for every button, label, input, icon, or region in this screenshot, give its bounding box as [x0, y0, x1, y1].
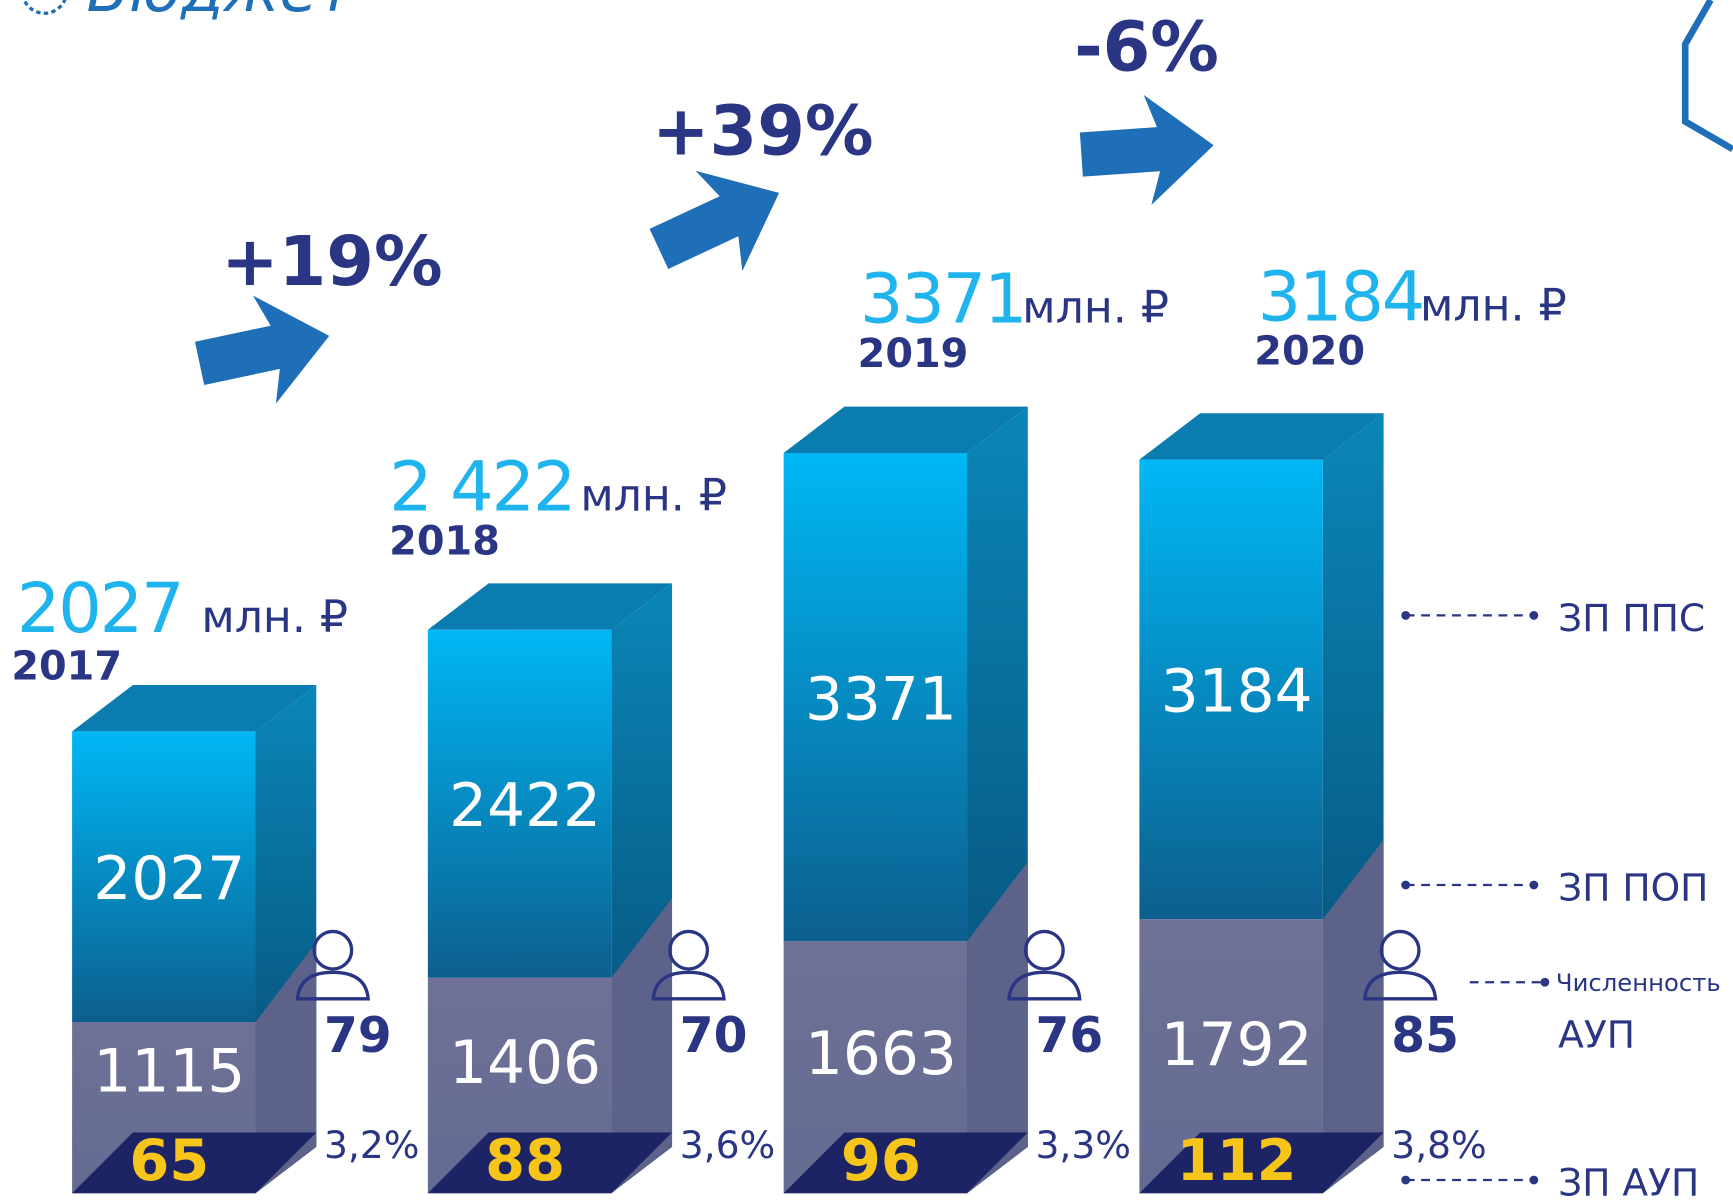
- year: 2020: [1254, 329, 1365, 375]
- change: -6%: [1074, 8, 1219, 88]
- pop-value: 1406: [449, 1029, 601, 1098]
- staff-icon: [668, 929, 710, 971]
- unit: млн. ₽: [1022, 283, 1169, 334]
- aup-value: 96: [841, 1127, 921, 1194]
- legend-label: Численность: [1556, 968, 1721, 997]
- total: 2 422: [389, 447, 574, 527]
- legend-label: ЗП АУП: [1558, 1160, 1699, 1201]
- legend-dot: [1401, 610, 1411, 620]
- pps-value: 3371: [805, 665, 957, 734]
- bar-side-grey: [1322, 839, 1384, 1194]
- staff-icon: [651, 970, 726, 1001]
- staff-icon: [1007, 970, 1082, 1001]
- legend-dot: [1401, 1175, 1411, 1185]
- change-arrow: [1079, 94, 1214, 206]
- legend-dot: [1529, 880, 1539, 890]
- segment-aup: [427, 1132, 673, 1194]
- segment-pps: [427, 629, 612, 978]
- unit: млн. ₽: [1420, 280, 1567, 331]
- bar-top: [783, 406, 1028, 453]
- staff-count: 70: [680, 1008, 748, 1064]
- segment-aup: [1139, 1132, 1384, 1194]
- bar-side-grey: [967, 861, 1028, 1194]
- year: 2019: [858, 331, 969, 377]
- segment-pps: [72, 731, 256, 1023]
- segment-aup: [783, 1132, 1028, 1194]
- staff-icon: [1379, 929, 1421, 971]
- logo: [1681, 0, 1733, 153]
- total: 2027: [17, 569, 183, 649]
- aup-share: 3,2%: [324, 1123, 419, 1167]
- legend-dot: [1529, 1175, 1539, 1185]
- unit: млн. ₽: [201, 592, 348, 643]
- aup-share: 3,8%: [1391, 1123, 1486, 1167]
- aup-share: 3,3%: [1036, 1123, 1131, 1167]
- total: 3371: [860, 260, 1026, 340]
- bar-top: [1139, 413, 1384, 460]
- pps-value: 2027: [93, 845, 245, 914]
- bar-side-grey: [255, 942, 317, 1194]
- legend-dot: [1529, 610, 1539, 620]
- staff-icon: [295, 970, 371, 1001]
- legend-label: АУП: [1558, 1012, 1635, 1056]
- staff-count: 76: [1036, 1008, 1104, 1064]
- aup-share: 3,6%: [680, 1123, 775, 1167]
- segment-aup: [72, 1132, 317, 1194]
- legend-dot: [1540, 977, 1550, 987]
- aup-value: 88: [485, 1127, 565, 1194]
- segment-pps: [1139, 459, 1323, 920]
- title: Бюджет: [86, 0, 355, 26]
- change: +39%: [652, 92, 873, 172]
- aup-value: 112: [1177, 1127, 1297, 1194]
- pps-value: 2422: [449, 772, 601, 841]
- segment-pps: [783, 452, 968, 942]
- change: +19%: [221, 222, 442, 302]
- staff-count: 85: [1391, 1008, 1459, 1064]
- pop-value: 1663: [805, 1020, 957, 1089]
- legend-dot: [1401, 880, 1411, 890]
- legend-label: ЗП ПОП: [1558, 865, 1708, 909]
- aup-value: 65: [129, 1127, 209, 1194]
- pps-value: 3184: [1161, 658, 1313, 727]
- bar-top: [72, 685, 317, 732]
- year: 2018: [389, 519, 500, 565]
- change-arrow: [194, 295, 330, 404]
- change-arrow: [649, 170, 780, 271]
- bar-side-grey: [611, 898, 673, 1194]
- bar-top: [427, 583, 673, 630]
- pop-value: 1115: [93, 1038, 245, 1107]
- staff-icon: [1023, 929, 1065, 971]
- staff-icon: [1362, 970, 1438, 1001]
- title-icon: [22, 0, 67, 15]
- unit: млн. ₽: [580, 470, 727, 521]
- staff-icon: [312, 929, 354, 971]
- staff-count: 79: [324, 1008, 392, 1064]
- year: 2017: [11, 643, 122, 689]
- total: 3184: [1258, 257, 1424, 337]
- pop-value: 1792: [1161, 1011, 1313, 1080]
- legend-label: ЗП ППС: [1558, 596, 1705, 640]
